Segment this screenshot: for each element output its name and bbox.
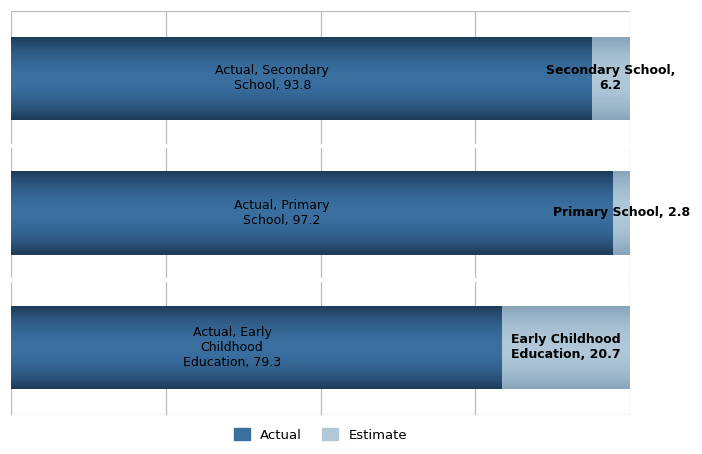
Text: Secondary School,
6.2: Secondary School, 6.2	[546, 64, 675, 92]
Text: Actual, Secondary
School, 93.8: Actual, Secondary School, 93.8	[216, 64, 329, 92]
Legend: Actual, Estimate: Actual, Estimate	[227, 422, 413, 448]
Text: Actual, Primary
School, 97.2: Actual, Primary School, 97.2	[234, 199, 329, 227]
Text: Primary School, 2.8: Primary School, 2.8	[552, 206, 690, 219]
Text: Early Childhood
Education, 20.7: Early Childhood Education, 20.7	[511, 333, 621, 361]
Text: Actual, Early
Childhood
Education, 79.3: Actual, Early Childhood Education, 79.3	[183, 326, 281, 369]
